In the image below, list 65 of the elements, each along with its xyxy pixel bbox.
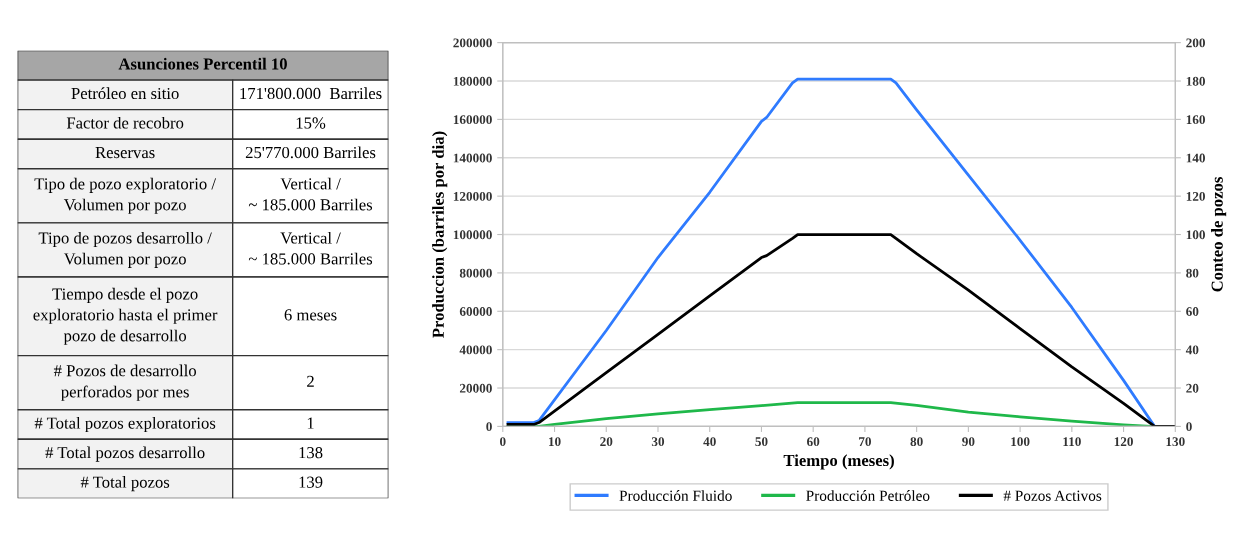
y2-tick-label: 200 xyxy=(1186,38,1205,48)
y-axis-title: Produccion (barriles por dia) xyxy=(432,131,448,338)
y-tick-label: 120000 xyxy=(453,191,492,201)
x-tick-label: 60 xyxy=(807,437,820,447)
x-tick-label: 90 xyxy=(962,437,975,447)
text: 139 xyxy=(299,476,323,488)
x-tick-label: 30 xyxy=(651,437,665,447)
y2-tick-label: 100 xyxy=(1186,230,1205,240)
text: # Pozos de desarrollo perforados por mes xyxy=(53,364,197,401)
text: # Total pozos exploratorios xyxy=(34,417,216,433)
y2-tick-label: 180 xyxy=(1186,76,1205,86)
text: Factor de recobro xyxy=(66,116,184,129)
text: Vertical / ~ 185.000 Barriles xyxy=(248,177,373,211)
text: Petróleo en sitio xyxy=(71,87,179,100)
text: # Total pozos xyxy=(80,476,170,492)
text: 25'770.000 Barriles xyxy=(245,146,376,159)
x-tick-label: 70 xyxy=(859,437,872,447)
legend-label: # Pozos Activos xyxy=(1003,490,1102,501)
text: Vertical / ~ 185.000 Barriles xyxy=(248,231,373,265)
y2-tick-label: 60 xyxy=(1186,307,1199,316)
x-tick-label: 100 xyxy=(1011,437,1030,447)
y2-tick-label: 140 xyxy=(1186,153,1205,163)
legend-label: Producción Petróleo xyxy=(806,490,930,501)
x-tick-label: 10 xyxy=(548,437,561,447)
x-tick-label: 40 xyxy=(703,437,716,447)
x-axis-title: Tiempo (meses) xyxy=(783,454,894,470)
y-tick-label: 80000 xyxy=(459,268,492,278)
text: Tiempo desde el pozo exploratorio hasta el primer pozo de desarrollo xyxy=(33,287,218,345)
text: 2 xyxy=(307,375,314,387)
y-tick-label: 0 xyxy=(486,422,492,432)
line-series xyxy=(506,233,1176,427)
text: 1 xyxy=(307,417,314,429)
text: 138 xyxy=(299,447,323,459)
y-tick-label: 180000 xyxy=(453,76,492,86)
y-tick-label: 20000 xyxy=(459,383,492,393)
line-series xyxy=(506,77,1156,427)
y-tick-label: 40000 xyxy=(459,345,492,355)
text: Tipo de pozo exploratorio / Volumen por pozo xyxy=(34,177,217,214)
text: # Total pozos desarrollo xyxy=(45,446,205,462)
y2-axis-title: Conteo de pozos xyxy=(1211,177,1227,292)
x-tick-label: 120 xyxy=(1114,437,1133,447)
text: Reservas xyxy=(95,147,155,159)
x-tick-label: 110 xyxy=(1063,437,1081,447)
x-tick-label: 130 xyxy=(1166,437,1185,447)
y-tick-label: 200000 xyxy=(453,38,492,48)
text: 15% xyxy=(296,117,326,129)
text: Tipo de pozos desarrollo / Volumen por pozo xyxy=(38,231,212,268)
text: 6 meses xyxy=(284,309,337,321)
x-tick-label: 20 xyxy=(600,437,613,447)
y2-tick-label: 120 xyxy=(1186,191,1205,201)
text: 171'800.000 Barriles xyxy=(240,87,382,100)
x-tick-label: 50 xyxy=(755,437,768,447)
y-tick-label: 100000 xyxy=(453,230,492,240)
y2-tick-label: 20 xyxy=(1186,383,1199,393)
x-tick-label: 0 xyxy=(500,437,506,447)
y-tick-label: 160000 xyxy=(453,115,492,125)
y2-tick-label: 80 xyxy=(1186,268,1199,278)
y2-tick-label: 0 xyxy=(1186,422,1192,432)
y-tick-label: 140000 xyxy=(453,153,492,163)
y2-tick-label: 40 xyxy=(1185,345,1199,355)
y2-tick-label: 160 xyxy=(1186,115,1205,125)
x-tick-label: 80 xyxy=(910,437,923,447)
legend-label: Producción Fluido xyxy=(619,490,732,501)
text: Asunciones Percentil 10 xyxy=(118,57,287,70)
y-tick-label: 60000 xyxy=(459,307,492,316)
